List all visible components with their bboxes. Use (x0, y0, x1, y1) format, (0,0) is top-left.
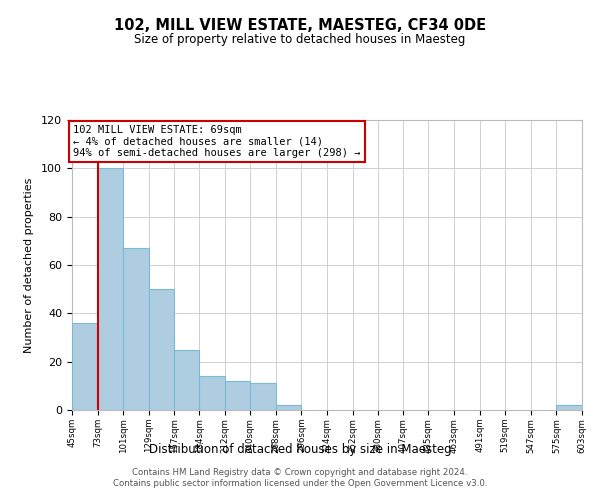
Text: 102, MILL VIEW ESTATE, MAESTEG, CF34 0DE: 102, MILL VIEW ESTATE, MAESTEG, CF34 0DE (114, 18, 486, 32)
Bar (199, 376, 224, 410)
Bar (224, 381, 250, 410)
Y-axis label: Number of detached properties: Number of detached properties (24, 178, 34, 352)
Bar (149, 289, 175, 410)
Bar (276, 405, 301, 410)
Text: Distribution of detached houses by size in Maesteg: Distribution of detached houses by size … (149, 444, 451, 456)
Bar (250, 384, 276, 410)
Bar (98, 168, 123, 410)
Bar (123, 248, 149, 410)
Text: Contains HM Land Registry data © Crown copyright and database right 2024.
Contai: Contains HM Land Registry data © Crown c… (113, 468, 487, 487)
Text: 102 MILL VIEW ESTATE: 69sqm
← 4% of detached houses are smaller (14)
94% of semi: 102 MILL VIEW ESTATE: 69sqm ← 4% of deta… (73, 125, 361, 158)
Bar (175, 350, 199, 410)
Text: Size of property relative to detached houses in Maesteg: Size of property relative to detached ho… (134, 32, 466, 46)
Bar (72, 323, 98, 410)
Bar (556, 405, 582, 410)
